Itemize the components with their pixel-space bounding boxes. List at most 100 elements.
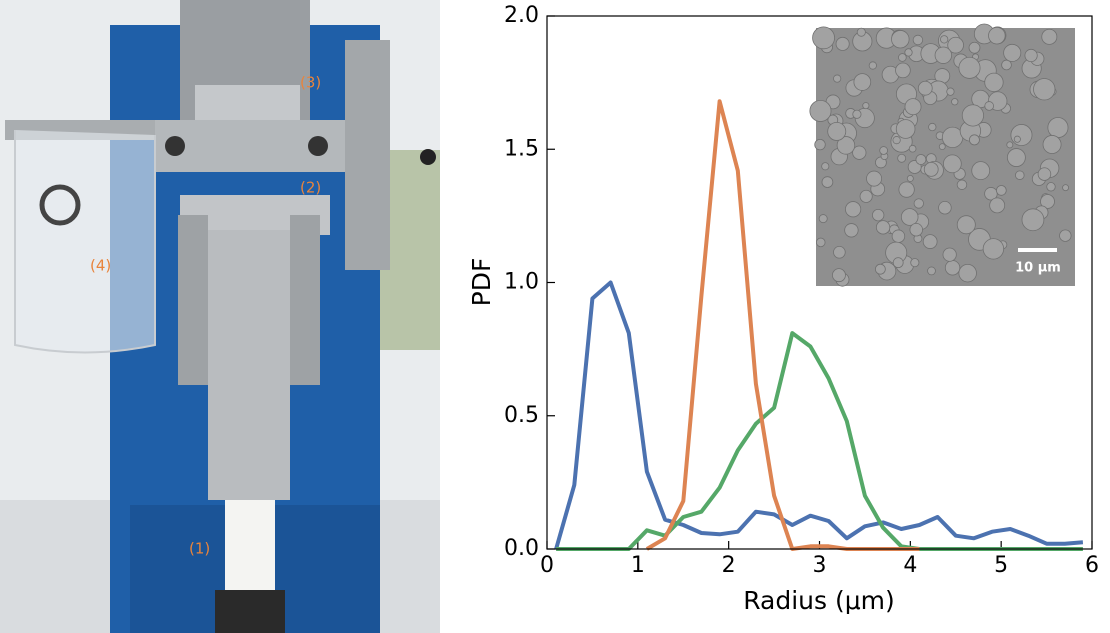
droplet	[866, 170, 883, 187]
droplet	[934, 46, 953, 64]
droplet	[1040, 194, 1055, 209]
apparatus-photo: (1) (2) (3) (4)	[0, 0, 440, 633]
droplet	[917, 80, 933, 96]
droplet	[1021, 208, 1045, 232]
droplet	[832, 268, 846, 283]
droplet	[844, 223, 859, 238]
plot-frame	[546, 15, 1093, 550]
droplet	[1001, 59, 1012, 71]
droplet	[956, 215, 976, 235]
bolt	[165, 136, 185, 156]
y-tick-label: 1.0	[504, 270, 539, 295]
droplet	[904, 48, 913, 57]
y-tick-label: 2.0	[504, 3, 539, 28]
droplet	[938, 200, 952, 215]
bolt	[308, 136, 328, 156]
droplet	[1010, 124, 1033, 146]
data-line	[554, 280, 1084, 550]
droplet	[1042, 135, 1062, 154]
droplet	[909, 222, 923, 237]
droplet	[1024, 48, 1038, 63]
droplet	[910, 258, 920, 268]
droplet	[868, 61, 877, 70]
droplet	[922, 234, 938, 249]
droplet	[814, 138, 826, 151]
droplet	[906, 174, 914, 182]
droplet	[1003, 43, 1022, 62]
x-tick-label: 2	[722, 553, 736, 578]
x-tick-label: 0	[540, 553, 554, 578]
droplet	[821, 176, 834, 188]
droplet	[845, 201, 862, 218]
droplet	[913, 198, 924, 209]
droplet	[915, 154, 927, 165]
droplet	[895, 62, 911, 79]
droplet	[833, 245, 846, 259]
droplet	[938, 143, 946, 151]
y-tick-label: 0.0	[504, 536, 539, 561]
droplet	[1059, 229, 1072, 242]
rail	[178, 215, 208, 385]
droplet	[818, 214, 828, 224]
droplet	[984, 101, 994, 111]
droplet	[1033, 78, 1056, 101]
droplet	[872, 208, 885, 222]
y-tick-label: 1.5	[504, 136, 539, 161]
sample-tube	[225, 500, 275, 590]
droplet	[833, 74, 842, 83]
droplet	[836, 136, 856, 155]
droplet	[927, 266, 936, 276]
droplet	[912, 34, 924, 46]
x-axis-label: Radius (μm)	[743, 586, 895, 615]
chart: 10 μm 0.0 0.5 1.0 1.5 2.0 0 1 2 3 4 5 6 Radius (μm)…	[467, 3, 1099, 615]
droplet	[1006, 141, 1014, 149]
droplet	[879, 146, 888, 155]
droplet	[859, 189, 873, 203]
x-tick-label: 5	[994, 553, 1008, 578]
droplet	[904, 98, 922, 116]
y-tick-label: 0.5	[504, 403, 539, 428]
droplet	[988, 26, 1006, 45]
droplet	[923, 161, 939, 177]
droplet	[996, 185, 1007, 196]
droplet	[951, 98, 959, 106]
droplet	[892, 257, 904, 269]
droplet	[1046, 182, 1056, 192]
droplet	[908, 144, 917, 153]
photo-label: (3)	[300, 74, 321, 92]
droplet	[1013, 135, 1021, 143]
droplet	[946, 87, 955, 96]
droplet	[900, 208, 919, 226]
droplet	[835, 36, 850, 51]
droplet	[853, 73, 872, 91]
droplet	[816, 237, 826, 248]
droplet	[874, 263, 886, 275]
droplet	[940, 35, 949, 44]
photo-label: (1)	[189, 540, 210, 558]
droplet	[809, 99, 832, 122]
droplet	[897, 153, 907, 163]
droplet	[971, 161, 991, 181]
droplet	[1062, 184, 1070, 192]
holder	[215, 590, 285, 633]
droplet	[1006, 148, 1026, 167]
photo-label: (2)	[300, 179, 321, 197]
droplet	[982, 238, 1005, 260]
droplet	[1037, 167, 1052, 181]
x-tick-label: 4	[903, 553, 917, 578]
droplet	[968, 41, 981, 54]
side-plate	[345, 40, 390, 270]
droplet	[956, 179, 968, 190]
droplet	[852, 109, 862, 119]
droplet	[856, 27, 866, 37]
x-tick-label: 1	[631, 553, 645, 578]
droplet	[961, 104, 985, 127]
x-tick-label: 3	[813, 553, 827, 578]
droplet	[1047, 117, 1069, 139]
droplet	[821, 162, 830, 171]
droplet	[989, 197, 1006, 214]
droplet	[1041, 28, 1058, 45]
droplet	[968, 134, 980, 146]
droplet	[891, 30, 910, 49]
